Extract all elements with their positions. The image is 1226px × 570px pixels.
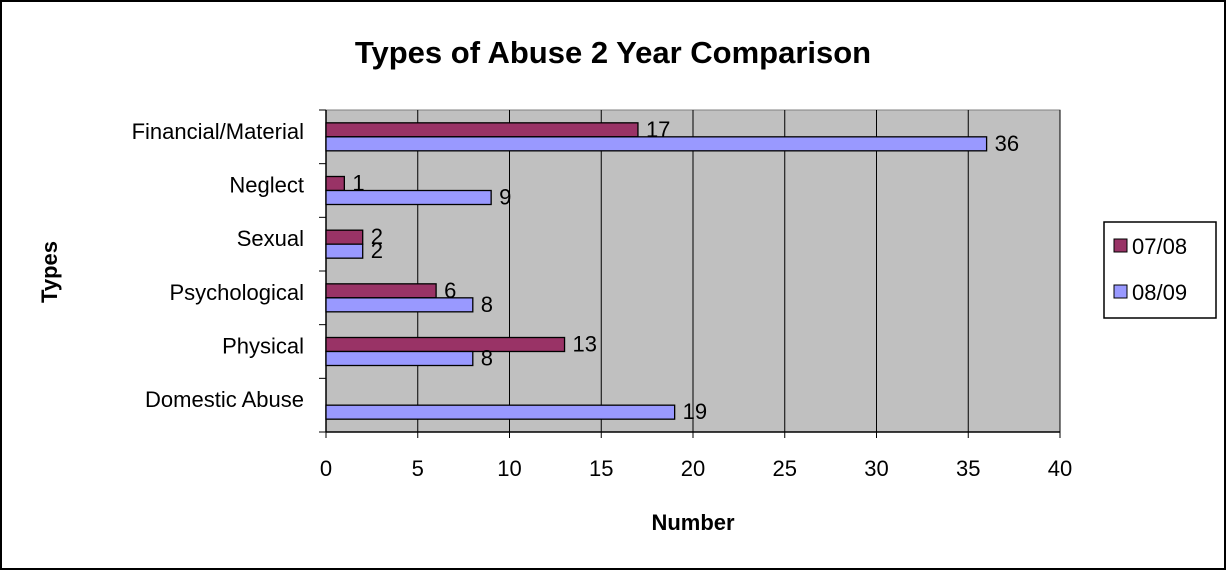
bar xyxy=(325,243,364,259)
x-tick-label: 35 xyxy=(956,456,980,481)
x-tick-label: 10 xyxy=(497,456,521,481)
bar xyxy=(325,189,492,206)
x-axis-title: Number xyxy=(651,510,735,535)
category-label: Financial/Material xyxy=(132,119,304,144)
data-label: 2 xyxy=(371,224,383,249)
data-label: 1 xyxy=(352,171,364,196)
bar xyxy=(325,297,474,313)
legend-label: 07/08 xyxy=(1132,234,1187,259)
legend-box xyxy=(1103,221,1217,319)
legend-label: 08/09 xyxy=(1132,280,1187,305)
legend-swatch xyxy=(1113,238,1128,253)
data-label: 8 xyxy=(481,346,493,371)
bar xyxy=(325,336,566,353)
category-label: Sexual xyxy=(237,226,304,251)
x-tick-label: 5 xyxy=(412,456,424,481)
data-label: 6 xyxy=(444,278,456,303)
data-label: 9 xyxy=(499,185,511,210)
data-label: 8 xyxy=(481,292,493,317)
chart-title: Types of Abuse 2 Year Comparison xyxy=(355,35,871,70)
y-axis-title: Types xyxy=(37,241,62,303)
category-label: Physical xyxy=(222,334,304,359)
category-label: Neglect xyxy=(229,173,304,198)
category-label: Domestic Abuse xyxy=(145,387,304,412)
data-label: 36 xyxy=(995,131,1019,156)
x-tick-label: 15 xyxy=(589,456,613,481)
bar xyxy=(325,283,437,299)
x-tick-label: 30 xyxy=(864,456,888,481)
plot-area: 0 5 10 15 20 25 30 35 40 Financial/Material Neglec… xyxy=(132,109,1072,481)
x-tick-label: 25 xyxy=(773,456,797,481)
bar xyxy=(325,404,676,420)
bar xyxy=(325,136,988,152)
bar xyxy=(325,122,639,138)
legend-swatch xyxy=(1113,284,1128,299)
data-label: 19 xyxy=(683,399,707,424)
data-label: 13 xyxy=(573,332,597,357)
category-label: Psychological xyxy=(169,280,304,305)
x-tick-label: 0 xyxy=(320,456,332,481)
bar xyxy=(325,229,364,245)
bar xyxy=(325,175,346,192)
bar xyxy=(325,350,474,367)
x-tick-label: 20 xyxy=(681,456,705,481)
legend: 07/08 08/09 xyxy=(1103,221,1217,319)
data-label: 2 xyxy=(371,238,383,263)
x-tick-label: 40 xyxy=(1048,456,1072,481)
